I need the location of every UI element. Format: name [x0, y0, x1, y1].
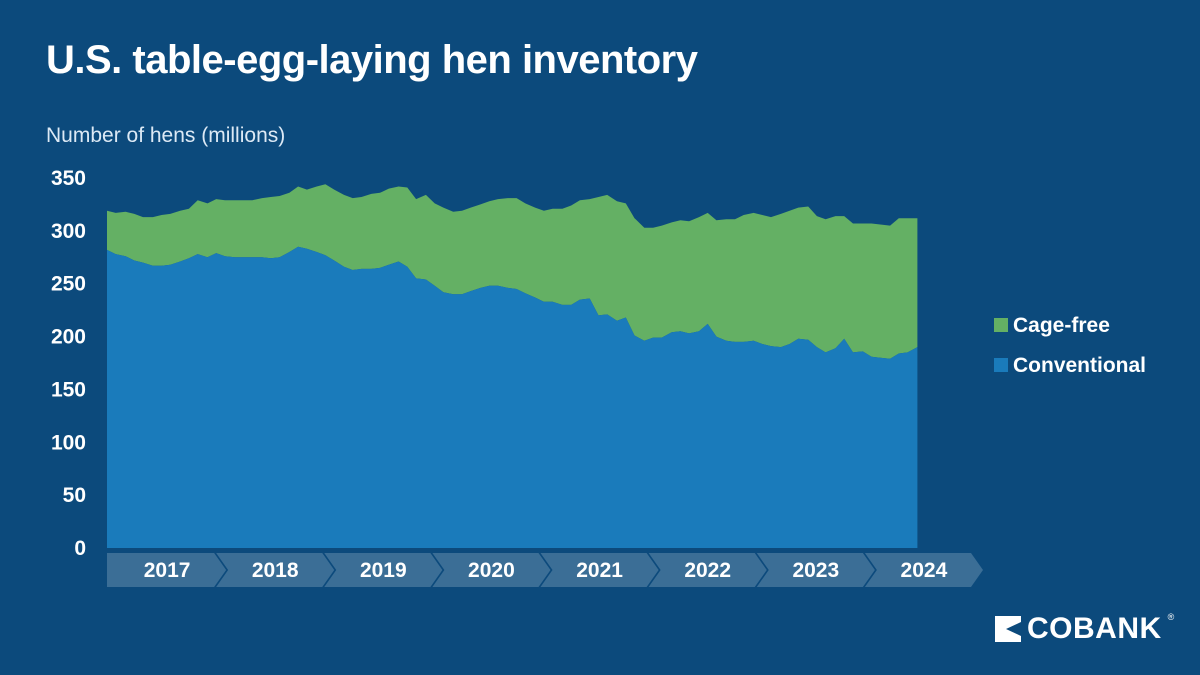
y-axis-ticks: 0 50 100 150 200 250 300 350	[51, 167, 86, 560]
year-segment	[216, 553, 335, 587]
y-tick-label: 150	[51, 378, 86, 401]
legend: Cage-free Conventional	[994, 314, 1146, 377]
year-segment	[648, 553, 767, 587]
x-tick-label: 2020	[468, 559, 515, 582]
year-segment	[864, 553, 983, 587]
legend-label: Conventional	[1013, 354, 1146, 377]
y-tick-label: 0	[74, 537, 86, 560]
y-tick-label: 200	[51, 326, 86, 349]
year-segment	[756, 553, 875, 587]
x-tick-label: 2018	[252, 559, 299, 582]
cobank-logo-icon	[995, 616, 1021, 642]
cobank-logo: COBANK ®	[995, 612, 1174, 646]
x-tick-label: 2021	[576, 559, 623, 582]
legend-swatch	[994, 358, 1008, 372]
y-tick-label: 100	[51, 431, 86, 454]
cobank-logo-text: COBANK	[1027, 612, 1162, 645]
cage-free-area	[107, 184, 918, 359]
year-segment	[540, 553, 659, 587]
registered-mark: ®	[1167, 612, 1175, 622]
x-tick-label: 2022	[684, 559, 731, 582]
x-tick-label: 2023	[792, 559, 839, 582]
year-segment	[324, 553, 443, 587]
year-segment	[107, 553, 227, 587]
y-tick-label: 250	[51, 273, 86, 296]
year-band: 2017 2018 2019 2020 2021 2022 2023 2024	[107, 553, 983, 587]
conventional-area	[107, 246, 918, 548]
y-tick-label: 50	[63, 484, 86, 507]
area-layer	[107, 184, 918, 548]
y-tick-label: 300	[51, 220, 86, 243]
y-axis-label: Number of hens (millions)	[46, 124, 286, 147]
x-tick-label: 2017	[144, 559, 191, 582]
chart-title: U.S. table-egg-laying hen inventory	[46, 38, 698, 82]
legend-label: Cage-free	[1013, 314, 1110, 337]
x-tick-label: 2019	[360, 559, 407, 582]
legend-swatch	[994, 318, 1008, 332]
year-segment	[432, 553, 551, 587]
x-tick-label: 2024	[901, 559, 948, 582]
y-tick-label: 350	[51, 167, 86, 190]
